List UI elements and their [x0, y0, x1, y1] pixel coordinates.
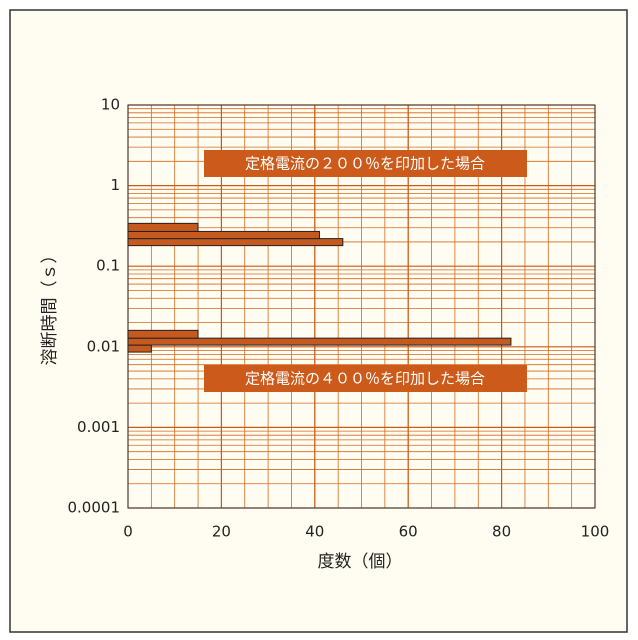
bar	[127, 238, 344, 247]
x-tick-label: 40	[305, 523, 324, 541]
x-tick-label: 0	[123, 523, 133, 541]
y-tick-label: 0.1	[96, 257, 120, 275]
y-tick-label: 0.01	[87, 337, 120, 355]
x-tick-label: 20	[212, 523, 231, 541]
y-axis-label: 溶断時間（ｓ）	[40, 247, 60, 366]
y-tick-label: 1	[110, 176, 120, 194]
annotation-box	[204, 150, 527, 177]
bar	[127, 230, 320, 240]
y-tick-label: 0.0001	[68, 499, 121, 517]
annotation-box	[204, 365, 527, 392]
x-tick-label: 100	[581, 523, 610, 541]
y-tick-label: 10	[101, 96, 120, 114]
annotation: 定格電流の４００％を印加した場合	[245, 370, 485, 388]
annotation: 定格電流の２００％を印加した場合	[245, 155, 485, 173]
x-axis-label: 度数（個）	[318, 552, 403, 572]
bar	[127, 337, 512, 346]
bar	[127, 329, 199, 339]
bar	[127, 222, 199, 232]
y-tick-label: 0.001	[77, 418, 120, 436]
plot-border	[127, 104, 596, 509]
bar	[127, 344, 152, 353]
x-tick-label: 80	[492, 523, 511, 541]
x-tick-label: 60	[399, 523, 418, 541]
